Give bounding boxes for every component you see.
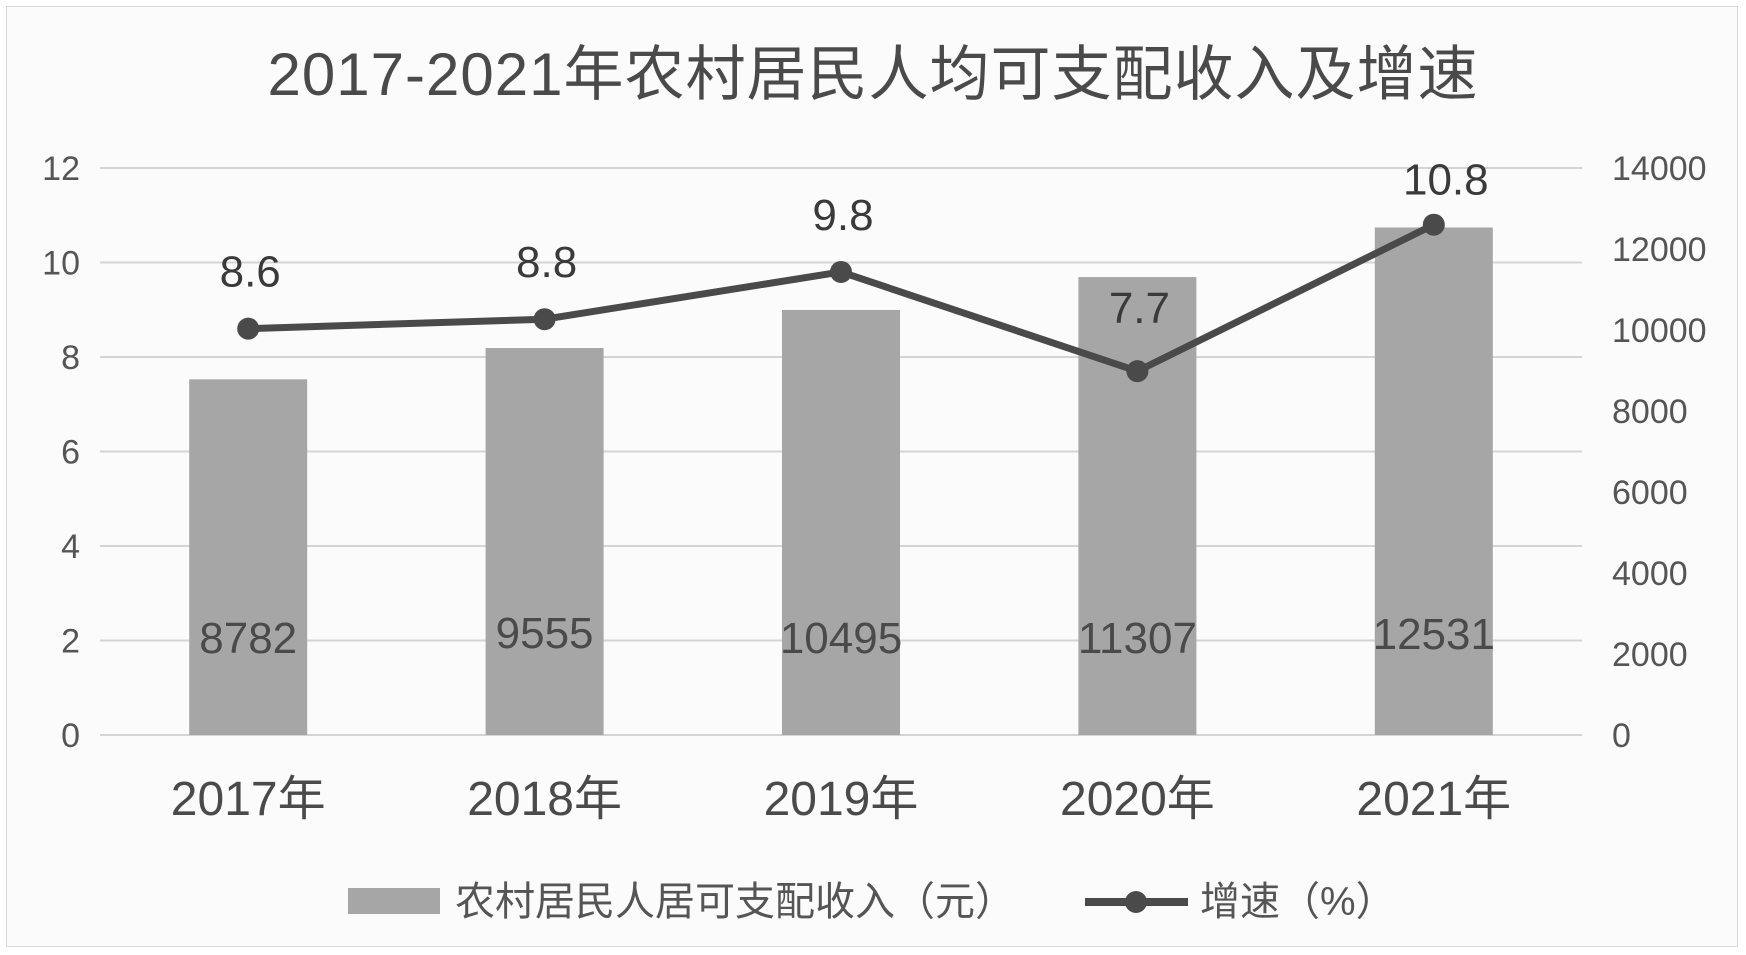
left-axis-tick-label: 4 bbox=[61, 528, 80, 566]
legend: 农村居民人居可支配收入（元） 增速（%） bbox=[348, 880, 1396, 924]
right-axis-tick-label: 8000 bbox=[1612, 393, 1688, 431]
legend-bar-swatch bbox=[348, 888, 440, 914]
line-data-label: 9.8 bbox=[812, 191, 873, 240]
right-axis-tick-label: 6000 bbox=[1612, 474, 1688, 512]
bar bbox=[1374, 227, 1493, 735]
bar bbox=[782, 309, 900, 735]
right-axis-tick-label: 0 bbox=[1612, 717, 1631, 755]
bar-data-label: 10495 bbox=[780, 614, 902, 663]
legend-line-label: 增速（%） bbox=[1200, 880, 1396, 924]
category-label: 2021年 bbox=[1356, 773, 1511, 826]
line-point bbox=[830, 260, 852, 283]
line-point bbox=[237, 317, 260, 340]
line-data-label: 8.6 bbox=[220, 248, 281, 297]
left-axis-tick-label: 2 bbox=[61, 623, 80, 661]
bar bbox=[485, 348, 604, 735]
bar bbox=[1078, 277, 1197, 735]
line-data-label: 7.7 bbox=[1109, 284, 1170, 333]
bar-data-label: 9555 bbox=[496, 609, 594, 658]
left-axis-ticks: 0 2 4 6 8 10 12 bbox=[42, 150, 80, 755]
category-labels: 2017年 2018年 2019年 2020年 2021年 bbox=[171, 773, 1511, 826]
category-label: 2018年 bbox=[467, 773, 622, 826]
legend-bar-label: 农村居民人居可支配收入（元） bbox=[455, 880, 1015, 924]
category-label: 2019年 bbox=[764, 773, 919, 826]
bar-labels: 8782 9555 10495 11307 12531 bbox=[199, 609, 1495, 663]
legend-line-marker bbox=[1125, 891, 1147, 913]
bar-data-label: 12531 bbox=[1373, 610, 1495, 659]
line-point bbox=[533, 308, 556, 331]
right-axis-tick-label: 4000 bbox=[1612, 555, 1688, 593]
right-axis-ticks: 0 2000 4000 6000 8000 10000 12000 14000 bbox=[1612, 150, 1707, 755]
right-axis-tick-label: 14000 bbox=[1612, 150, 1707, 188]
line-labels: 8.6 8.8 9.8 7.7 10.8 bbox=[220, 156, 1489, 333]
left-axis-tick-label: 12 bbox=[42, 150, 80, 188]
bar-data-label: 11307 bbox=[1078, 614, 1197, 663]
right-axis-tick-label: 12000 bbox=[1612, 231, 1707, 269]
bar bbox=[189, 379, 308, 735]
left-axis-tick-label: 6 bbox=[61, 434, 80, 472]
bar-data-label: 8782 bbox=[199, 614, 297, 663]
bar-series bbox=[189, 227, 1493, 735]
line-series bbox=[237, 213, 1445, 383]
category-label: 2017年 bbox=[171, 773, 326, 826]
line-point bbox=[1422, 213, 1445, 236]
left-axis-tick-label: 10 bbox=[42, 245, 80, 283]
left-axis-tick-label: 8 bbox=[61, 339, 80, 377]
left-axis-tick-label: 0 bbox=[61, 717, 80, 755]
chart-title: 2017-2021年农村居民人均可支配收入及增速 bbox=[267, 41, 1479, 108]
line-point bbox=[1126, 360, 1149, 383]
right-axis-tick-label: 2000 bbox=[1612, 636, 1688, 674]
line-data-label: 10.8 bbox=[1403, 156, 1489, 205]
category-label: 2020年 bbox=[1060, 773, 1215, 826]
right-axis-tick-label: 10000 bbox=[1612, 312, 1707, 350]
line-data-label: 8.8 bbox=[516, 238, 577, 287]
